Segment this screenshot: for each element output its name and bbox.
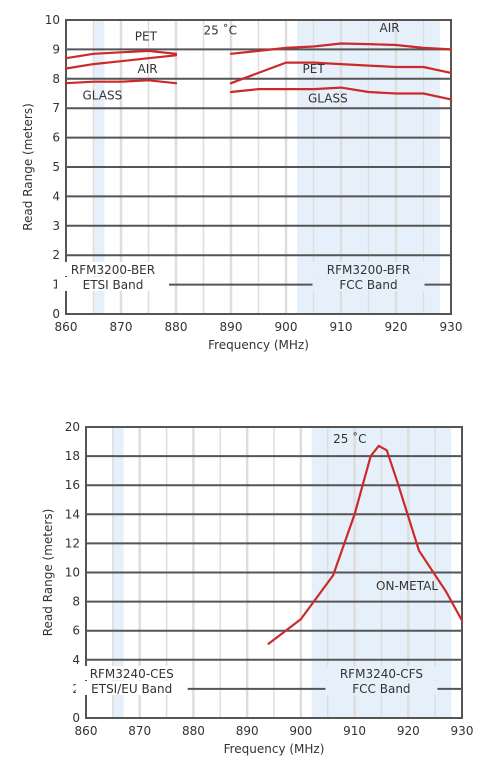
x-tick-label: 860 xyxy=(75,724,98,738)
y-tick-label: 3 xyxy=(52,219,60,233)
x-tick-label: 930 xyxy=(440,320,463,334)
y-tick-label: 0 xyxy=(72,711,80,725)
x-tick-label: 890 xyxy=(220,320,243,334)
annotation-label: AIR xyxy=(380,21,400,35)
band-label: RFM3200-BFR xyxy=(327,263,411,277)
y-tick-label: 6 xyxy=(72,624,80,638)
band-label-bg xyxy=(75,666,188,680)
band-label: RFM3240-CFS xyxy=(340,667,423,681)
x-tick-label: 910 xyxy=(343,724,366,738)
band-label: ETSI Band xyxy=(83,278,144,292)
x-tick-label: 920 xyxy=(397,724,420,738)
x-tick-label: 920 xyxy=(385,320,408,334)
band-label: RFM3200-BER xyxy=(71,263,155,277)
plot-frame xyxy=(85,426,463,719)
band-label-bg xyxy=(312,277,425,291)
band-label: FCC Band xyxy=(339,278,397,292)
y-tick-label: 0 xyxy=(52,307,60,321)
y-tick-label: 20 xyxy=(65,420,80,434)
x-tick-label: 900 xyxy=(289,724,312,738)
band-label-bg xyxy=(325,681,438,695)
y-tick-label: 9 xyxy=(52,42,60,56)
annotation-label: AIR xyxy=(138,62,158,76)
band-label: ETSI/EU Band xyxy=(91,682,172,696)
y-tick-label: 4 xyxy=(52,189,60,203)
y-axis-label: Read Range (meters) xyxy=(41,509,55,637)
x-tick-label: 870 xyxy=(110,320,133,334)
chart-bottom: 0246810121416182086087088089090091092093… xyxy=(41,420,474,756)
x-axis-label: Frequency (MHz) xyxy=(208,338,309,352)
y-tick-label: 10 xyxy=(65,566,80,580)
y-tick-label: 14 xyxy=(65,507,80,521)
annotation-label: GLASS xyxy=(83,88,123,102)
x-tick-label: 870 xyxy=(128,724,151,738)
y-tick-label: 4 xyxy=(72,653,80,667)
band-label-bg xyxy=(75,681,188,695)
y-tick-label: 7 xyxy=(52,101,60,115)
series-line xyxy=(229,42,453,55)
band-label-bg xyxy=(312,262,425,276)
y-tick-label: 2 xyxy=(52,248,60,262)
annotation-label: GLASS xyxy=(308,91,348,105)
band-label-bg xyxy=(325,666,438,680)
y-tick-label: 18 xyxy=(65,449,80,463)
y-tick-label: 5 xyxy=(52,160,60,174)
annotation-label: PET xyxy=(135,30,158,44)
x-tick-label: 880 xyxy=(182,724,205,738)
annotation-label: 25 ˚C xyxy=(333,431,366,446)
band-label: RFM3240-CES xyxy=(90,667,174,681)
annotation-label: PET xyxy=(303,62,326,76)
series-line xyxy=(64,54,178,70)
annotation-label: 25 ˚C xyxy=(204,23,237,38)
x-tick-label: 860 xyxy=(55,320,78,334)
y-tick-label: 8 xyxy=(72,595,80,609)
band-label: FCC Band xyxy=(352,682,410,696)
series-line xyxy=(229,86,453,101)
x-tick-label: 910 xyxy=(330,320,353,334)
x-tick-label: 890 xyxy=(236,724,259,738)
x-tick-label: 930 xyxy=(451,724,474,738)
series-line xyxy=(64,49,178,60)
band-label-bg xyxy=(57,262,169,276)
y-tick-label: 1 xyxy=(52,278,60,292)
annotation-label: ON-METAL xyxy=(376,579,438,593)
x-tick-label: 900 xyxy=(275,320,298,334)
y-tick-label: 12 xyxy=(65,536,80,550)
y-axis-label: Read Range (meters) xyxy=(21,103,35,231)
x-tick-label: 880 xyxy=(165,320,188,334)
y-tick-label: 8 xyxy=(52,72,60,86)
y-tick-label: 10 xyxy=(45,13,60,27)
y-tick-label: 16 xyxy=(65,478,80,492)
plot-frame xyxy=(65,19,452,315)
series-line xyxy=(229,61,453,85)
x-axis-label: Frequency (MHz) xyxy=(224,742,325,756)
series-line xyxy=(267,444,464,645)
series-line xyxy=(64,79,178,85)
y-tick-label: 6 xyxy=(52,131,60,145)
band-label-bg xyxy=(57,277,169,291)
